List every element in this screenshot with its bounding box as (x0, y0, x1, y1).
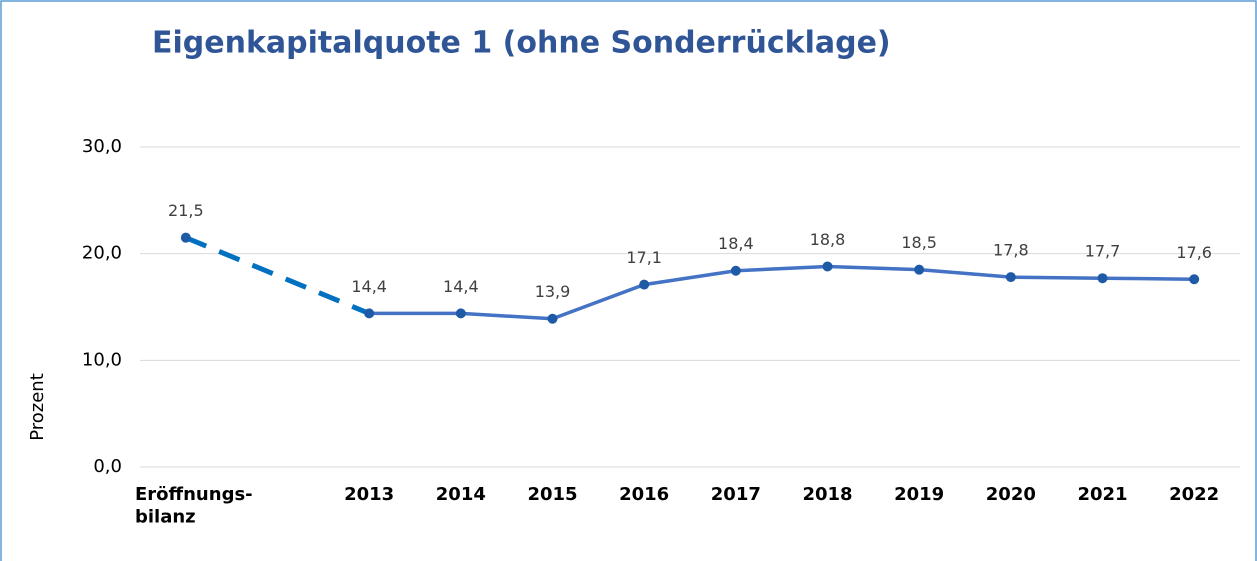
x-tick-label: 2013 (344, 484, 394, 505)
marker (914, 264, 925, 275)
data-label: 21,5 (168, 201, 204, 220)
data-label: 14,4 (351, 277, 387, 296)
y-tick-label: 10,0 (82, 349, 122, 370)
marker (730, 265, 741, 276)
data-label: 18,5 (901, 233, 937, 252)
marker (180, 232, 191, 243)
x-tick-label: 2015 (527, 484, 577, 505)
data-label: 13,9 (535, 282, 571, 301)
x-tick-label: 2020 (986, 484, 1036, 505)
marker (1189, 274, 1200, 285)
data-label: 17,6 (1176, 243, 1212, 262)
marker (1005, 272, 1016, 283)
x-tick-label: Eröffnungs-bilanz (135, 484, 253, 528)
x-tick-label: 2018 (802, 484, 852, 505)
chart-title: Eigenkapitalquote 1 (ohne Sonderrücklage… (152, 26, 891, 61)
x-tick-label: 2022 (1169, 484, 1219, 505)
marker (364, 308, 375, 319)
y-tick-label: 0,0 (93, 456, 122, 477)
data-label: 14,4 (443, 277, 479, 296)
data-label: 17,7 (1085, 242, 1121, 261)
x-tick-label: 2016 (619, 484, 669, 505)
marker (1097, 273, 1108, 284)
marker (822, 261, 833, 272)
data-label: 17,1 (626, 248, 662, 267)
data-label: 18,8 (810, 230, 846, 249)
line (369, 264, 1195, 321)
x-tick-label: 2021 (1077, 484, 1127, 505)
x-tick-label: 2019 (894, 484, 944, 505)
data-label: 17,8 (993, 241, 1029, 260)
data-label: 18,4 (718, 234, 754, 253)
marker (455, 308, 466, 319)
x-tick-label: 2017 (711, 484, 761, 505)
y-tick-label: 20,0 (82, 243, 122, 264)
gap-line (184, 235, 371, 316)
marker (547, 313, 558, 324)
marker (639, 279, 650, 290)
y-axis-label: Prozent (27, 373, 48, 441)
y-tick-label: 30,0 (82, 136, 122, 157)
x-tick-label: 2014 (436, 484, 486, 505)
